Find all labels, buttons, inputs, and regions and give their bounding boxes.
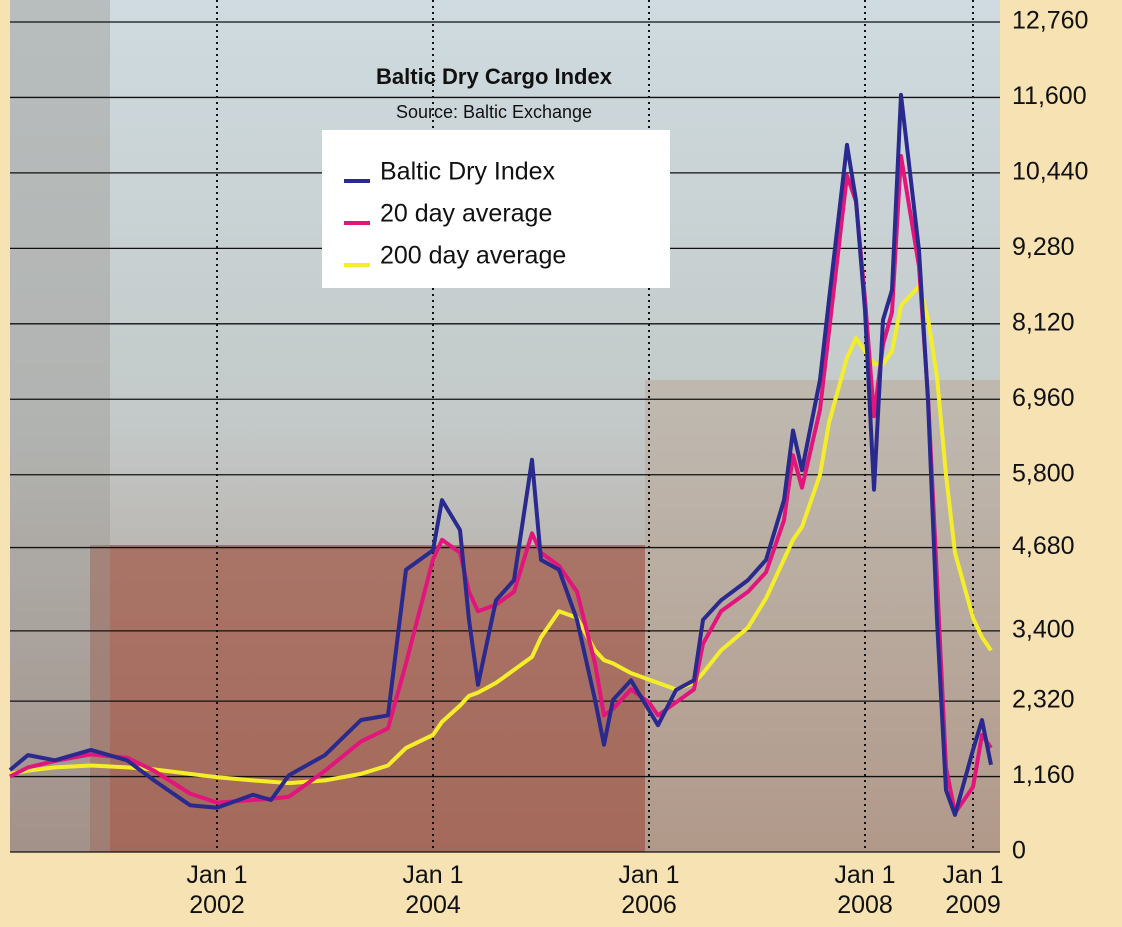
line-series <box>8 92 993 817</box>
legend-label: 20 day average <box>380 200 552 228</box>
y-tick-label: 10,440 <box>1012 158 1088 186</box>
legend-label: 200 day average <box>380 242 566 270</box>
y-tick-label: 5,800 <box>1012 459 1075 487</box>
line-series <box>9 154 993 815</box>
x-tick-label: Jan 1 2006 <box>618 861 680 919</box>
legend: Baltic Dry Index 20 day average 200 day av… <box>322 130 670 288</box>
x-tick-label: Jan 1 2008 <box>834 861 896 919</box>
legend-label: Baltic Dry Index <box>380 158 556 186</box>
y-tick-label: 6,960 <box>1012 384 1075 412</box>
photo-hull <box>90 545 645 852</box>
photo-mast <box>10 0 110 852</box>
chart-subtitle: Source: Baltic Exchange <box>396 102 592 122</box>
y-tick-label: 0 <box>1012 837 1026 865</box>
y-tick-label: 4,680 <box>1012 532 1075 560</box>
y-tick-label: 1,160 <box>1012 761 1075 789</box>
x-tick-label: Jan 1 2002 <box>186 861 248 919</box>
legend-box <box>322 130 670 288</box>
y-tick-label: 2,320 <box>1012 686 1075 714</box>
x-tick-label: Jan 1 2004 <box>402 861 464 919</box>
y-tick-label: 8,120 <box>1012 308 1075 336</box>
x-tick-label: Jan 1 2009 <box>942 861 1004 919</box>
chart-title: Baltic Dry Cargo Index <box>376 64 613 89</box>
y-tick-label: 3,400 <box>1012 615 1075 643</box>
y-tick-label: 12,760 <box>1012 7 1088 35</box>
line-series <box>9 284 993 786</box>
y-tick-label: 9,280 <box>1012 233 1075 261</box>
y-tick-label: 11,600 <box>1012 82 1087 110</box>
